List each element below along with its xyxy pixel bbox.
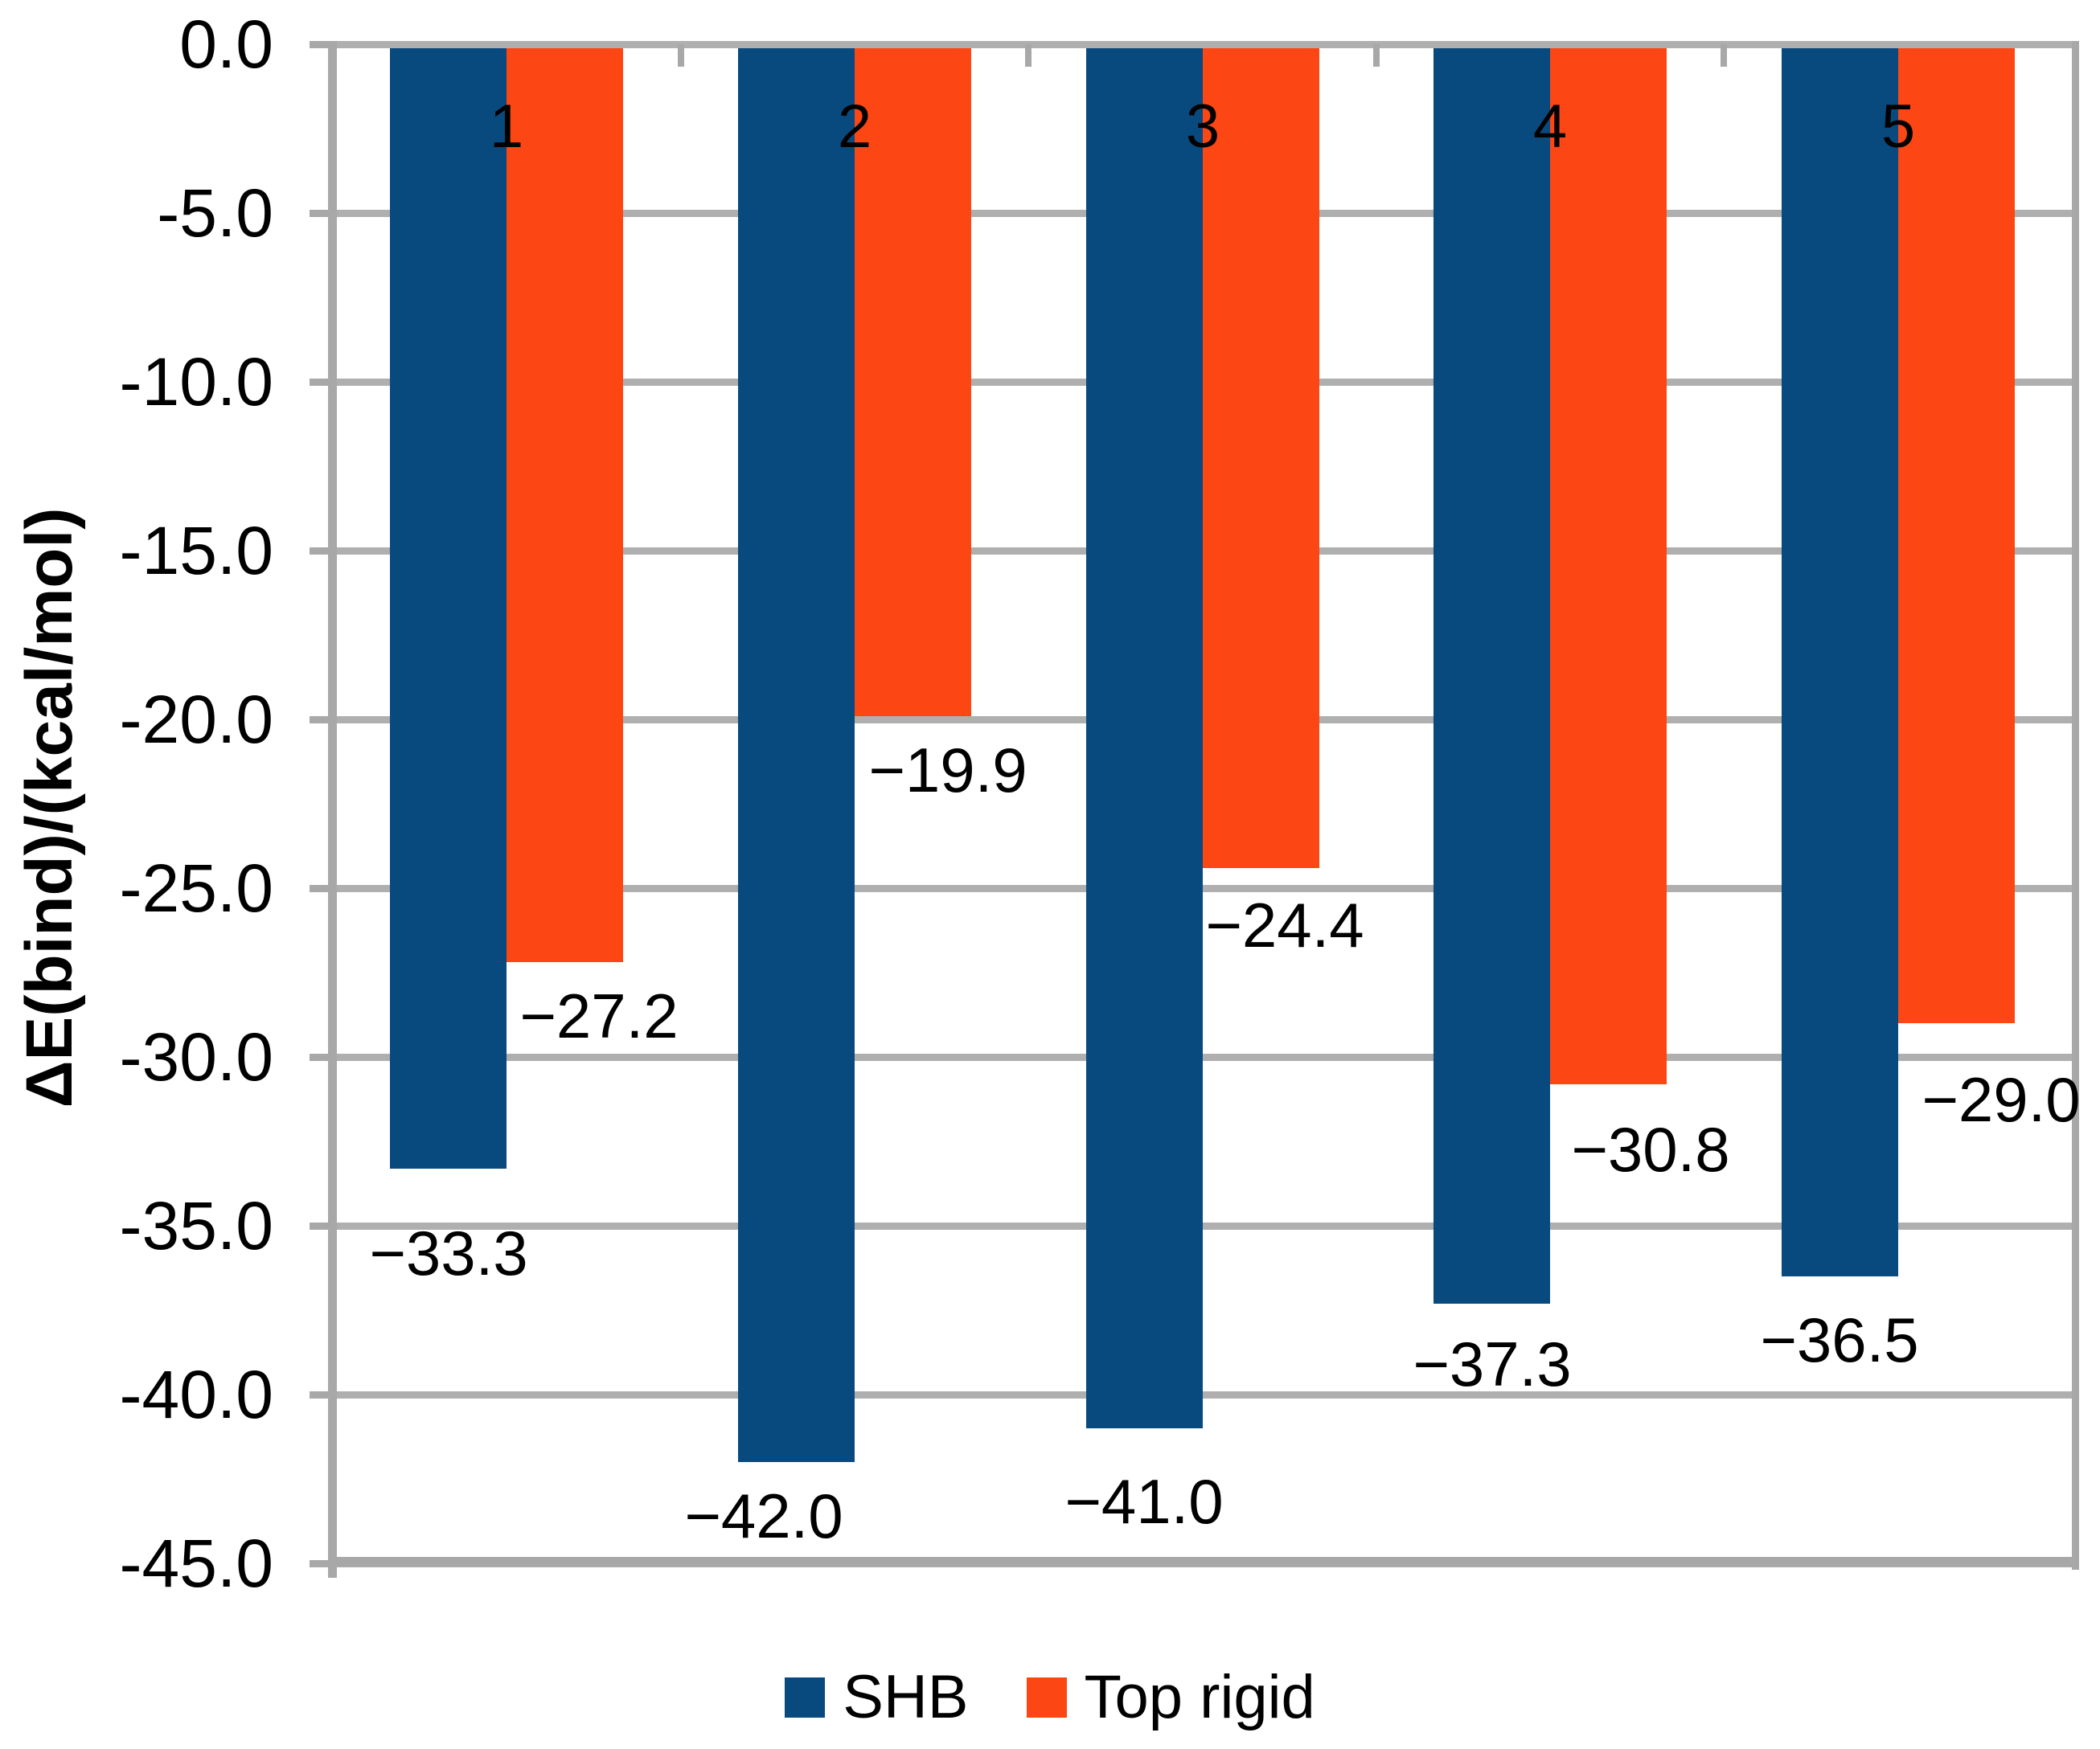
legend-item-shb: SHB	[785, 1663, 969, 1731]
category-label: 2	[837, 92, 872, 161]
legend-label: SHB	[843, 1663, 969, 1731]
bar-top-rigid	[507, 44, 623, 962]
bar-shb	[738, 44, 855, 1462]
data-label: −24.4	[1205, 890, 1364, 961]
y-tick-label: -30.0	[119, 1019, 273, 1095]
y-tick-label: -40.0	[119, 1357, 273, 1432]
y-axis-line	[328, 41, 337, 1578]
data-label: −37.3	[1413, 1329, 1572, 1399]
data-label: −42.0	[684, 1481, 843, 1551]
data-label: −27.2	[519, 981, 679, 1051]
y-tick-label: -20.0	[119, 682, 273, 757]
y-axis-tick	[310, 379, 329, 386]
legend: SHB Top rigid	[0, 1657, 2100, 1738]
x-axis-line	[328, 1557, 2079, 1567]
legend-item-top-rigid: Top rigid	[1026, 1663, 1315, 1731]
y-axis-tick	[310, 1560, 329, 1567]
bar-top-rigid	[1203, 44, 1319, 868]
x-axis-tick	[1721, 44, 1727, 67]
bar-top-rigid	[855, 44, 971, 716]
y-tick-label: -5.0	[157, 175, 273, 251]
y-axis-tick	[310, 716, 329, 723]
y-axis-tick	[310, 1054, 329, 1061]
y-axis-tick	[310, 210, 329, 217]
data-label: −30.8	[1571, 1114, 1730, 1185]
category-label: 5	[1881, 92, 1916, 161]
y-axis-tick	[310, 885, 329, 892]
y-axis-tick	[310, 1223, 329, 1230]
y-axis-tick	[310, 547, 329, 555]
bar-shb	[1086, 44, 1203, 1428]
legend-swatch-icon	[785, 1677, 826, 1718]
bar-shb	[1782, 44, 1898, 1276]
category-label: 1	[489, 92, 524, 161]
y-tick-label: -10.0	[119, 344, 273, 420]
y-axis-tick	[310, 41, 329, 48]
y-axis-tick	[310, 1391, 329, 1399]
bar-shb	[1433, 44, 1550, 1304]
data-label: −19.9	[868, 735, 1027, 805]
x-axis-tick	[678, 44, 684, 67]
category-label: 4	[1532, 92, 1568, 161]
bar-top-rigid	[1898, 44, 2015, 1023]
legend-label: Top rigid	[1084, 1663, 1315, 1731]
y-axis-title: ΔE(bind)/(kcal/mol)	[13, 507, 86, 1108]
plot-border-right	[2072, 41, 2079, 1570]
y-tick-label: -45.0	[119, 1526, 273, 1601]
data-label: −41.0	[1064, 1466, 1224, 1537]
bar-shb	[390, 44, 507, 1169]
x-axis-tick	[1025, 44, 1032, 67]
x-axis-tick	[1373, 44, 1380, 67]
y-tick-label: -15.0	[119, 513, 273, 588]
zero-gridline	[328, 41, 2079, 48]
legend-swatch-icon	[1026, 1677, 1067, 1718]
y-tick-label: -35.0	[119, 1188, 273, 1264]
y-tick-label: 0.0	[179, 6, 273, 82]
category-label: 3	[1185, 92, 1220, 161]
data-label: −29.0	[1922, 1064, 2081, 1135]
data-label: −33.3	[369, 1218, 528, 1288]
y-tick-label: -25.0	[119, 850, 273, 926]
bar-top-rigid	[1550, 44, 1667, 1084]
data-label: −36.5	[1760, 1305, 1919, 1375]
